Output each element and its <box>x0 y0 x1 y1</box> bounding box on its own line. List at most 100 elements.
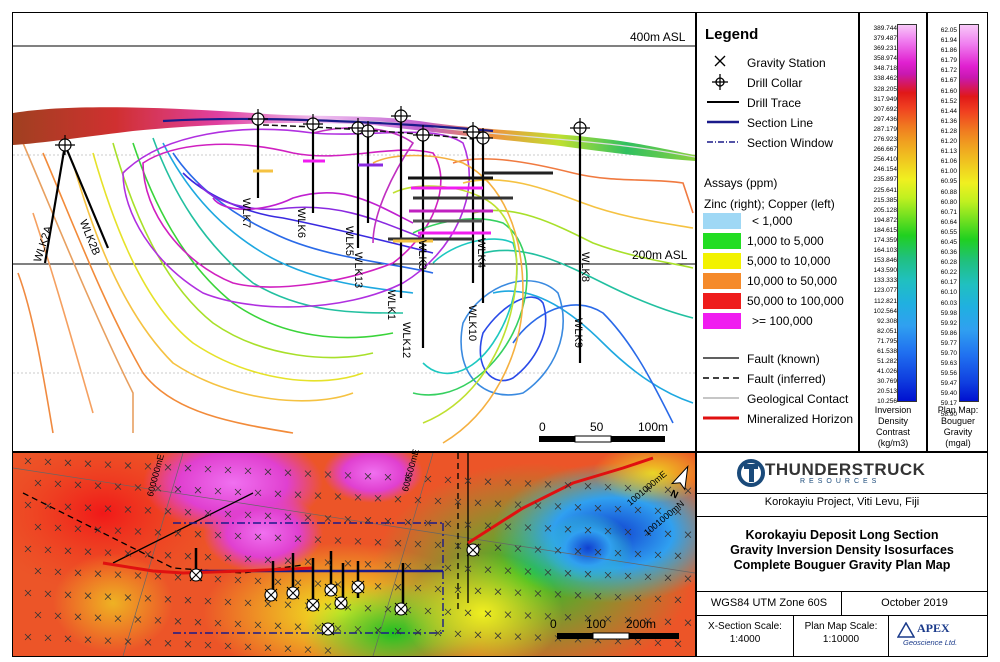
colorbar-tick-label: 276.923 <box>873 136 898 144</box>
colorbar-tick-label: 235.897 <box>873 176 898 184</box>
map-date: October 2019 <box>881 597 948 609</box>
xsection-scale: X-Section Scale: 1:4000 <box>708 621 782 645</box>
datum: WGS84 UTM Zone 60S <box>710 597 828 609</box>
legend-label: Fault (known) <box>747 352 820 366</box>
legend-label: Gravity Station <box>747 56 826 70</box>
density-colorbar-panel <box>859 12 927 452</box>
project-name: Korokayiu Project, Viti Levu, Fiji <box>764 496 920 508</box>
drillhole-label: WLK9 <box>572 318 584 348</box>
colorbar-tick-label: 61.538 <box>877 348 897 355</box>
colorbar-tick-label: 60.17 <box>940 279 957 287</box>
colorbar-tick-label: 60.28 <box>940 259 957 267</box>
svg-text:N: N <box>668 488 679 501</box>
scale-tick: 50 <box>590 420 604 434</box>
density-bar-labels: 389.744 379.487 369.231 358.974 348.718 338.4… <box>861 24 898 408</box>
drillhole-label: WLK7 <box>240 198 252 228</box>
assay-intervals <box>253 159 553 243</box>
colorbar-tick-label: 389.744 <box>873 25 898 32</box>
colorbar-tick-label: 60.88 <box>940 188 957 196</box>
legend-label: Section Window <box>747 136 834 150</box>
gravity-caption: Plan Map: Bouguer Gravity (mgal) <box>937 405 979 448</box>
plan-scale: Plan Map Scale: 1:10000 <box>804 621 878 645</box>
assay-label: 1,000 to 5,000 <box>747 234 824 248</box>
colorbar-tick-label: 61.72 <box>940 67 957 75</box>
colorbar-tick-label: 60.36 <box>940 249 957 257</box>
assay-label: 10,000 to 50,000 <box>747 274 838 288</box>
colorbar-tick-label: 59.86 <box>940 329 957 337</box>
legend-label: Fault (inferred) <box>747 372 826 386</box>
elevation-label-200: 200m ASL <box>632 248 688 262</box>
drillhole-label: WLK3 <box>416 240 428 270</box>
colorbar-tick-label: 59.98 <box>940 309 957 317</box>
colorbar-tick-label: 51.282 <box>877 358 897 366</box>
colorbar-tick-label: 307.692 <box>873 105 898 113</box>
colorbar-tick-label: 59.77 <box>940 339 957 347</box>
drillhole-label: WLK1 <box>385 290 397 320</box>
assay-label: < 1,000 <box>752 214 793 228</box>
legend-symbols <box>707 55 739 143</box>
colorbar-tick-label: 153.846 <box>873 257 898 265</box>
elevation-label-400: 400m ASL <box>630 30 686 44</box>
colorbar-tick-label: 60.95 <box>940 178 957 186</box>
colorbar-tick-label: 60.71 <box>940 208 957 216</box>
colorbar-tick-label: 61.20 <box>940 138 957 146</box>
plan-drill-collars <box>189 543 480 636</box>
legend-title: Legend <box>705 26 759 43</box>
assays-subtitle: Zinc (right); Copper (left) <box>704 197 835 211</box>
colorbar-tick-label: 205.128 <box>873 206 898 214</box>
assay-label: 5,000 to 10,000 <box>747 254 831 268</box>
density-contours <box>17 127 694 444</box>
section-scale-bar <box>539 435 665 443</box>
title-block <box>696 452 988 657</box>
assay-swatch <box>703 313 741 329</box>
colorbar-tick-label: 358.974 <box>873 55 898 63</box>
assay-swatch <box>703 293 741 309</box>
colorbar-tick-label: 143.590 <box>873 267 898 275</box>
assay-label: >= 100,000 <box>752 314 813 328</box>
colorbar-tick-label: 59.17 <box>940 400 957 408</box>
plan-scale-tick: 200m <box>626 617 657 631</box>
colorbar-tick-label: 60.45 <box>940 238 957 246</box>
colorbar-tick-label: 194.872 <box>873 216 898 224</box>
assays-title: Assays (ppm) <box>704 176 778 190</box>
colorbar-tick-label: 60.10 <box>940 289 957 297</box>
colorbar-tick-label: 123.077 <box>873 287 898 295</box>
drill-collars <box>55 106 590 155</box>
colorbar-tick-label: 60.03 <box>940 299 957 307</box>
colorbar-tick-label: 59.70 <box>940 350 957 357</box>
colorbar-tick-label: 60.80 <box>940 198 957 206</box>
colorbar-tick-label: 61.94 <box>940 37 957 45</box>
company-name: THUNDERSTRUCK <box>765 460 926 479</box>
colorbar-tick-label: 58.90 <box>940 410 957 418</box>
colorbar-tick-label: 92.308 <box>877 317 897 325</box>
colorbar-tick-label: 82.051 <box>877 327 897 335</box>
colorbar-tick-label: 317.949 <box>873 95 898 103</box>
colorbar-tick-label: 133.333 <box>873 277 898 285</box>
colorbar-tick-label: 266.667 <box>873 146 898 154</box>
colorbar-tick-label: 287.179 <box>873 125 898 133</box>
legend-label: Mineralized Horizon <box>747 412 854 426</box>
colorbar-tick-label: 61.60 <box>940 87 957 95</box>
gravity-plan-map: N <box>13 453 695 656</box>
legend-panel <box>696 12 859 452</box>
colorbar-tick-label: 61.52 <box>940 97 957 105</box>
colorbar-tick-label: 71.795 <box>877 337 897 345</box>
colorbar-tick-label: 338.462 <box>873 75 898 83</box>
assay-swatch <box>703 213 741 229</box>
colorbar-tick-label: 246.154 <box>873 166 898 174</box>
colorbar-tick-label: 60.64 <box>940 218 957 226</box>
colorbar-tick-label: 59.63 <box>940 360 957 368</box>
colorbar-tick-label: 328.205 <box>873 85 898 93</box>
north-arrow-icon: N <box>668 465 689 501</box>
colorbar-tick-label: 60.22 <box>940 269 957 277</box>
thunderstruck-logo-icon <box>737 459 765 487</box>
colorbar-tick-label: 30.769 <box>877 378 897 386</box>
colorbar-tick-label: 369.231 <box>873 45 898 53</box>
colorbar-tick-label: 61.28 <box>940 127 957 135</box>
gravity-colorbar-panel <box>927 12 988 452</box>
assay-swatch <box>703 273 741 289</box>
apex-logo-icon <box>897 622 915 638</box>
legend-label: Section Line <box>747 116 814 130</box>
colorbar-tick-label: 10.256 <box>877 398 897 406</box>
legend-label: Drill Trace <box>747 96 802 110</box>
